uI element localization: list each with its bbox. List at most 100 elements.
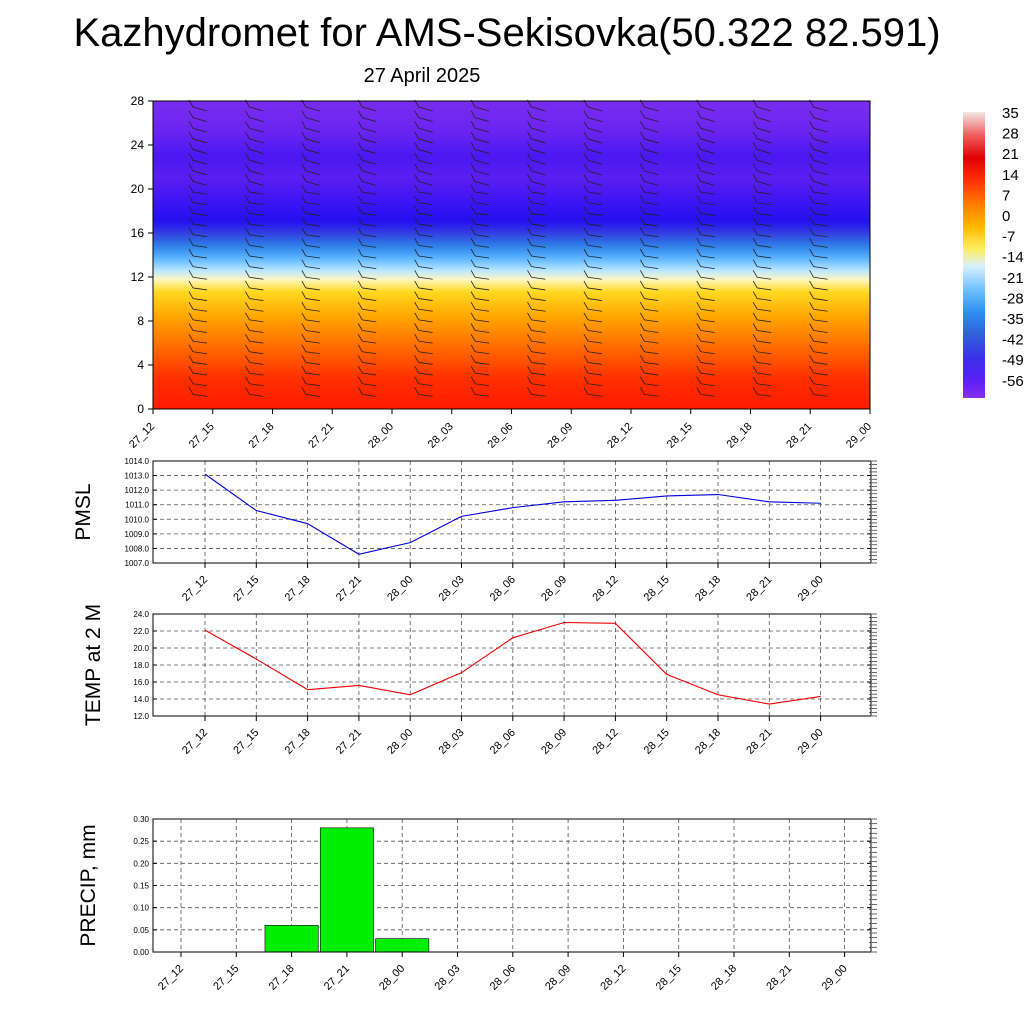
wind-barb <box>362 351 377 355</box>
wind-barb-flag <box>639 333 645 342</box>
wind-barb-flag <box>414 121 420 129</box>
wind-barb <box>813 276 828 280</box>
x-tick-label: 28_18 <box>693 727 723 757</box>
x-tick-label: 27_15 <box>231 574 261 604</box>
wind-barb <box>644 181 659 186</box>
heatmap-y-tick-label: 4 <box>137 358 144 372</box>
wind-barb <box>587 159 603 165</box>
wind-barb <box>757 340 772 344</box>
wind-barb <box>813 330 828 333</box>
wind-barb <box>362 106 377 112</box>
wind-barb <box>418 298 433 301</box>
wind-barb <box>587 340 602 344</box>
wind-barb <box>192 213 208 216</box>
wind-barb-flag <box>639 291 645 299</box>
wind-barb <box>531 319 546 323</box>
wind-barb-flag <box>301 365 307 374</box>
wind-barb-flag <box>188 387 194 395</box>
wind-barb-flag <box>527 302 532 310</box>
wind-barb-flag <box>357 270 363 278</box>
heatmap-x-tick-label: 28_03 <box>426 421 456 451</box>
wind-barb-flag <box>414 280 420 289</box>
wind-barb-flag <box>245 344 250 352</box>
wind-barb <box>813 106 828 112</box>
x-tick-label: 28_09 <box>539 574 569 604</box>
y-tick-label: 16.0 <box>133 678 149 687</box>
wind-barb <box>305 234 320 238</box>
wind-barb-flag <box>583 376 589 384</box>
wind-barb <box>475 298 490 301</box>
wind-barb <box>587 223 602 227</box>
heatmap-y-tick-label: 12 <box>131 270 145 284</box>
wind-barb-flag <box>639 142 645 150</box>
wind-barb <box>418 266 433 270</box>
wind-barb-flag <box>470 376 476 384</box>
wind-barb-flag <box>639 312 645 321</box>
wind-barb-flag <box>470 291 476 299</box>
wind-barb <box>813 138 828 144</box>
wind-barb-flag <box>301 110 307 118</box>
wind-barb-flag <box>301 142 307 150</box>
wind-barb <box>192 127 208 133</box>
wind-barb-flag <box>357 206 363 214</box>
wind-barb-flag <box>583 131 589 140</box>
wind-barb <box>813 159 828 165</box>
wind-barb <box>644 106 659 112</box>
wind-barb-flag <box>527 280 532 289</box>
wind-barb-flag <box>357 302 363 310</box>
wind-barb <box>305 372 320 376</box>
wind-barb <box>418 287 433 291</box>
wind-barb <box>813 223 828 227</box>
wind-barb <box>305 106 320 112</box>
colorbar: 35 28 21 14 7 0 -7 -14 -21 -28 -35 -42 -49 -56 <box>963 105 1024 398</box>
heatmap-x-tick-label: 28_12 <box>605 421 635 451</box>
wind-barb <box>418 170 433 176</box>
wind-barb-flag <box>414 216 420 225</box>
wind-barb-flag <box>357 355 363 363</box>
wind-barb <box>418 181 433 186</box>
wind-barb-flag <box>188 153 194 161</box>
wind-barb <box>531 127 546 133</box>
wind-barb <box>474 149 490 154</box>
wind-barb-flag <box>188 110 194 118</box>
wind-barb <box>249 330 264 333</box>
colorbar-label: -7 <box>1002 229 1015 246</box>
wind-barb <box>700 330 715 333</box>
wind-barb <box>362 266 377 270</box>
wind-barb-flag <box>639 376 645 384</box>
wind-barb-flag <box>414 376 420 384</box>
wind-barb <box>531 383 546 387</box>
precip-bar <box>375 938 430 953</box>
colorbar-label: 21 <box>1002 146 1019 163</box>
wind-barb <box>531 340 546 344</box>
wind-barb-flag <box>357 238 363 246</box>
colorbar-label: 0 <box>1002 208 1010 225</box>
wind-barb <box>757 159 772 165</box>
wind-barb <box>757 383 772 387</box>
wind-barb <box>362 330 377 333</box>
wind-barb <box>813 362 828 365</box>
wind-barb <box>531 234 546 238</box>
wind-barb <box>700 234 715 238</box>
wind-barb <box>249 127 264 133</box>
x-tick-label: 29_00 <box>796 574 826 604</box>
wind-barb-flag <box>527 376 532 384</box>
series-line <box>204 473 821 555</box>
wind-barb <box>700 127 715 133</box>
wind-barb-flag <box>809 270 814 278</box>
y-tick-label: 0.00 <box>133 948 149 957</box>
wind-barb <box>531 159 546 165</box>
wind-barb-flag <box>752 355 758 363</box>
wind-barb <box>474 159 490 165</box>
wind-barb-flag <box>470 270 476 278</box>
wind-barb-flag <box>809 376 814 384</box>
wind-barb-flag <box>583 195 589 203</box>
wind-barb-flag <box>696 121 702 129</box>
colorbar-label: -28 <box>1002 290 1024 307</box>
wind-barb-flag <box>414 312 420 321</box>
wind-barb <box>813 213 828 216</box>
wind-barb-flag <box>470 280 476 289</box>
heatmap-y-tick-label: 24 <box>131 138 145 152</box>
wind-barb <box>587 213 602 216</box>
wind-barb <box>531 117 546 123</box>
